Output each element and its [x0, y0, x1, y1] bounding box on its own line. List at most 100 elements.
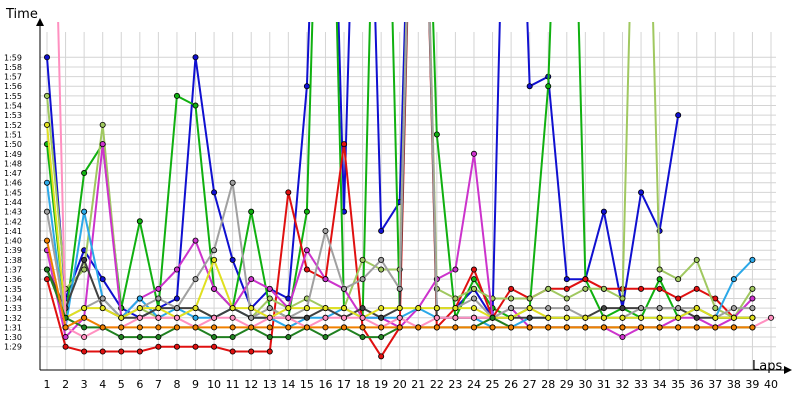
data-point — [303, 266, 310, 273]
data-point — [526, 324, 533, 331]
y-tick-label: 1:51 — [4, 130, 22, 139]
data-point — [619, 334, 626, 341]
y-tick-label: 1:31 — [4, 323, 22, 332]
data-point — [433, 324, 440, 331]
data-point — [470, 150, 477, 157]
data-point — [526, 83, 533, 90]
data-point — [229, 314, 236, 321]
data-point — [155, 285, 162, 292]
data-point — [173, 295, 180, 302]
x-tick-label: 18 — [356, 378, 370, 391]
x-tick-label: 2 — [62, 378, 69, 391]
data-point — [62, 324, 69, 331]
data-point — [470, 266, 477, 273]
data-point — [303, 314, 310, 321]
data-point — [600, 285, 607, 292]
data-point — [563, 285, 570, 292]
data-point — [303, 83, 310, 90]
data-point — [749, 324, 756, 331]
data-point — [470, 285, 477, 292]
data-point — [749, 295, 756, 302]
data-point — [62, 343, 69, 350]
data-point — [545, 285, 552, 292]
data-point — [248, 305, 255, 312]
data-point — [508, 324, 515, 331]
data-point — [248, 324, 255, 331]
y-tick-label: 1:52 — [4, 121, 22, 130]
y-tick-label: 1:38 — [4, 256, 22, 265]
data-point — [211, 334, 218, 341]
y-tick-label: 1:34 — [4, 294, 22, 303]
data-point — [730, 276, 737, 283]
x-tick-label: 28 — [541, 378, 555, 391]
x-axis-title: Laps — [752, 359, 782, 374]
x-tick-label: 19 — [374, 378, 388, 391]
data-point — [526, 314, 533, 321]
x-tick-label: 32 — [615, 378, 629, 391]
data-point — [341, 285, 348, 292]
x-tick-label: 33 — [634, 378, 648, 391]
data-point — [99, 121, 106, 128]
data-point — [415, 324, 422, 331]
data-point — [545, 305, 552, 312]
data-point — [675, 112, 682, 119]
data-point — [693, 285, 700, 292]
series-line-3 — [46, 22, 735, 358]
data-point — [378, 305, 385, 312]
data-point — [359, 324, 366, 331]
data-point — [155, 334, 162, 341]
data-point — [118, 324, 125, 331]
data-point — [322, 276, 329, 283]
data-point — [341, 324, 348, 331]
data-point — [378, 314, 385, 321]
data-point — [749, 256, 756, 263]
data-point — [173, 324, 180, 331]
y-tick-label: 1:44 — [4, 198, 22, 207]
y-tick-label: 1:57 — [4, 73, 22, 82]
data-point — [378, 227, 385, 234]
data-point — [489, 314, 496, 321]
data-point — [173, 92, 180, 99]
data-point — [211, 247, 218, 254]
x-tick-label: 10 — [207, 378, 221, 391]
data-point — [656, 324, 663, 331]
data-point — [470, 295, 477, 302]
data-point — [266, 285, 273, 292]
data-point — [192, 54, 199, 61]
data-point — [99, 348, 106, 355]
data-point — [638, 324, 645, 331]
axes: 1:291:301:311:321:331:341:351:361:371:38… — [4, 18, 792, 391]
data-point — [266, 314, 273, 321]
data-point — [285, 189, 292, 196]
y-tick-label: 1:42 — [4, 217, 22, 226]
x-tick-label: 3 — [81, 378, 88, 391]
data-point — [470, 314, 477, 321]
data-point — [470, 276, 477, 283]
data-point — [211, 314, 218, 321]
y-tick-label: 1:33 — [4, 304, 22, 313]
data-point — [173, 305, 180, 312]
data-point — [211, 189, 218, 196]
data-point — [693, 256, 700, 263]
data-point — [192, 276, 199, 283]
y-tick-label: 1:58 — [4, 63, 22, 72]
data-point — [99, 305, 106, 312]
data-point — [266, 305, 273, 312]
data-point — [81, 305, 88, 312]
x-tick-label: 20 — [393, 378, 407, 391]
data-point — [192, 305, 199, 312]
data-point — [229, 324, 236, 331]
data-point — [136, 218, 143, 225]
y-tick-label: 1:46 — [4, 179, 22, 188]
y-axis-title: Time — [5, 7, 38, 22]
data-point — [675, 324, 682, 331]
y-tick-label: 1:55 — [4, 92, 22, 101]
data-point — [136, 348, 143, 355]
data-point — [322, 314, 329, 321]
y-tick-label: 1:50 — [4, 140, 22, 149]
grid — [40, 32, 776, 370]
data-point — [285, 324, 292, 331]
x-tick-label: 29 — [560, 378, 574, 391]
x-tick-label: 34 — [653, 378, 667, 391]
y-tick-label: 1:32 — [4, 314, 22, 323]
